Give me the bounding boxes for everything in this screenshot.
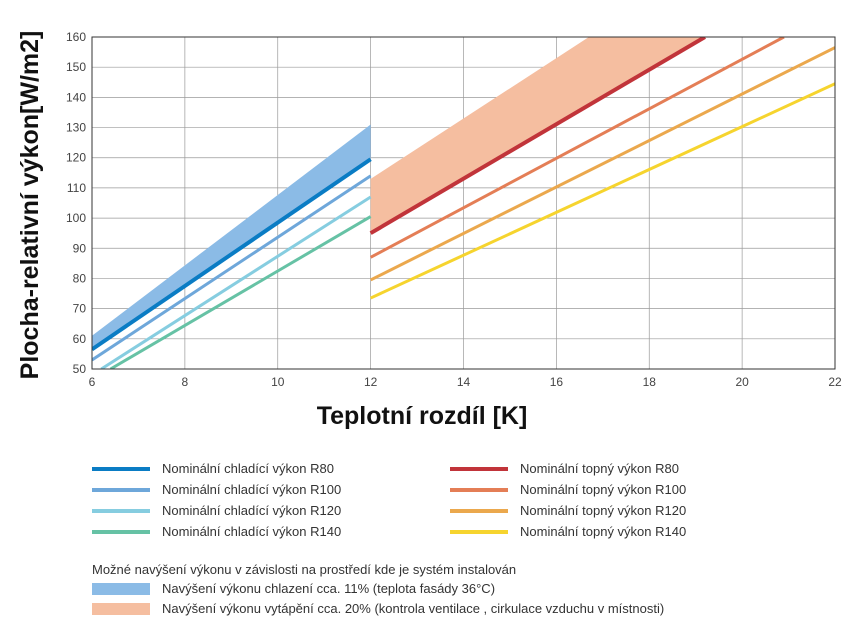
y-tick-label: 150 bbox=[66, 60, 86, 74]
x-tick-label: 20 bbox=[735, 375, 749, 389]
series-line-3 bbox=[100, 195, 372, 369]
band-label: Navýšení výkonu chlazení cca. 11% (teplo… bbox=[162, 581, 496, 596]
legend-label: Nominální topný výkon R120 bbox=[520, 503, 687, 518]
cooling-increase-band bbox=[92, 124, 371, 350]
y-tick-label: 160 bbox=[66, 30, 86, 44]
y-tick-label: 140 bbox=[66, 90, 86, 104]
x-tick-label: 6 bbox=[89, 375, 96, 389]
legend-swatch bbox=[92, 509, 150, 513]
plot-frame bbox=[91, 36, 836, 370]
legend-swatch bbox=[92, 488, 150, 492]
y-tick-label: 100 bbox=[66, 211, 86, 225]
y-tick-label: 50 bbox=[73, 362, 87, 376]
legend-swatch bbox=[92, 530, 150, 534]
legend-swatch bbox=[450, 509, 508, 513]
series-line-4 bbox=[109, 215, 372, 369]
band-swatch bbox=[92, 603, 150, 615]
y-tick-label: 110 bbox=[67, 181, 86, 195]
series-line-1 bbox=[92, 157, 372, 352]
y-tick-label: 130 bbox=[66, 121, 86, 135]
x-tick-label: 18 bbox=[643, 375, 657, 389]
y-tick-labels: 50 60 70 80 90 100 110 120 130 140 150 160 bbox=[66, 30, 86, 376]
legend-swatch bbox=[450, 488, 508, 492]
series-line-8 bbox=[369, 82, 835, 300]
x-tick-label: 14 bbox=[457, 375, 471, 389]
legend-label: Nominální topný výkon R80 bbox=[520, 461, 679, 476]
series-line-5 bbox=[369, 37, 706, 235]
x-axis-label: Teplotní rozdíl [K] bbox=[317, 402, 528, 430]
x-tick-label: 8 bbox=[182, 375, 189, 389]
y-axis-label: Plocha-relativní výkon[W/m2] bbox=[16, 31, 44, 380]
legend-label: Nominální chladící výkon R100 bbox=[162, 482, 342, 497]
y-tick-label: 80 bbox=[73, 271, 87, 285]
x-tick-label: 12 bbox=[364, 375, 378, 389]
y-tick-label: 70 bbox=[73, 302, 87, 316]
legend-label: Nominální chladící výkon R140 bbox=[162, 524, 342, 539]
series-line-6 bbox=[369, 37, 785, 259]
legend-swatch bbox=[92, 467, 150, 471]
series-layer bbox=[92, 37, 835, 369]
x-tick-label: 22 bbox=[828, 375, 842, 389]
band-swatch bbox=[92, 583, 150, 595]
y-tick-label: 60 bbox=[73, 332, 87, 346]
band-label: Navýšení výkonu vytápění cca. 20% (kontr… bbox=[162, 601, 665, 616]
y-tick-label: 90 bbox=[73, 241, 87, 255]
x-tick-label: 10 bbox=[271, 375, 285, 389]
y-tick-label: 120 bbox=[66, 151, 86, 165]
x-tick-labels: 6 8 10 12 14 16 18 20 22 bbox=[89, 375, 842, 389]
legend-label: Nominální chladící výkon R120 bbox=[162, 503, 342, 518]
legend-label: Nominální topný výkon R140 bbox=[520, 524, 687, 539]
series-line-7 bbox=[369, 46, 835, 282]
legend-label: Nominální chladící výkon R80 bbox=[162, 461, 334, 476]
band-note: Možné navýšení výkonu v závislosti na pr… bbox=[92, 562, 517, 577]
legend-swatch bbox=[450, 530, 508, 534]
legend-label: Nominální topný výkon R100 bbox=[520, 482, 687, 497]
legend-swatch bbox=[450, 467, 508, 471]
x-tick-label: 16 bbox=[550, 375, 564, 389]
series-line-2 bbox=[92, 174, 372, 362]
